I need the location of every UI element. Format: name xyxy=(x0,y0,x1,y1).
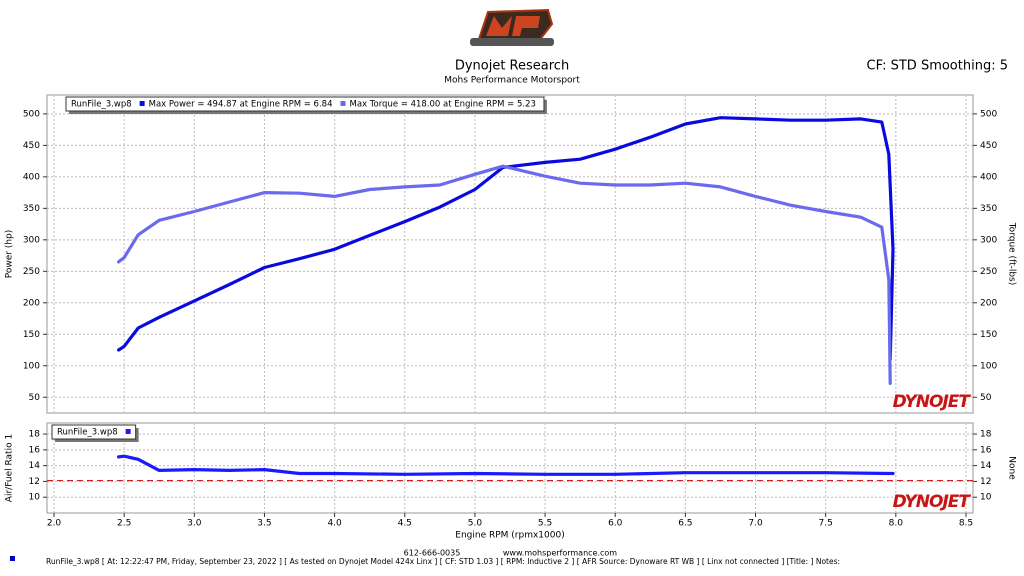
x-tick-label: 5.5 xyxy=(538,519,552,529)
x-tick-label: 8.5 xyxy=(959,519,973,529)
header-title: Dynojet Research xyxy=(455,59,569,74)
y2-tick-label: 500 xyxy=(980,109,997,119)
series-line xyxy=(117,164,892,385)
y2-tick-label: 450 xyxy=(980,141,997,151)
logo xyxy=(470,8,554,46)
x-tick-label: 6.0 xyxy=(608,519,623,529)
y2-tick-label: 50 xyxy=(980,393,992,403)
y-tick-label: 150 xyxy=(23,330,40,340)
x-tick-label: 7.0 xyxy=(748,519,763,529)
y2-tick-label: 350 xyxy=(980,204,997,214)
y-tick-label: 350 xyxy=(23,204,40,214)
x-tick-label: 5.0 xyxy=(468,519,483,529)
y2-tick-label: 18 xyxy=(980,430,992,440)
y-tick-label: 14 xyxy=(29,461,41,471)
y-tick-label: 18 xyxy=(29,430,41,440)
y-tick-label: 100 xyxy=(23,361,40,371)
x-axis-label: Engine RPM (rpmx1000) xyxy=(455,531,564,541)
y2-axis-label: None xyxy=(1007,456,1017,480)
legend: RunFile_3.wp8 Max Power = 494.87 at Engin… xyxy=(65,96,547,114)
y2-tick-label: 14 xyxy=(980,461,992,471)
footer-website: www.mohsperformance.com xyxy=(503,549,617,558)
y2-tick-label: 150 xyxy=(980,330,997,340)
plot-area xyxy=(46,422,974,514)
y-tick-label: 16 xyxy=(29,445,41,455)
legend-swatch xyxy=(125,429,131,434)
correction-info: CF: STD Smoothing: 5 xyxy=(867,59,1008,74)
y-axis-label: Air/Fuel Ratio 1 xyxy=(5,434,15,502)
y-tick-label: 50 xyxy=(29,393,41,403)
series-line xyxy=(117,454,895,476)
y2-tick-label: 16 xyxy=(980,445,992,455)
legend-swatch xyxy=(340,101,346,106)
watermark: DYNOJET xyxy=(893,392,972,412)
x-tick-label: 4.5 xyxy=(398,519,412,529)
y-tick-label: 400 xyxy=(23,172,40,182)
legend-label: Max Torque = 418.00 at Engine RPM = 5.23 xyxy=(349,100,535,110)
y-tick-label: 12 xyxy=(29,477,40,487)
legend-swatch xyxy=(139,101,145,106)
y2-axis-label: Torque (ft-lbs) xyxy=(1007,222,1017,286)
x-tick-label: 2.5 xyxy=(117,519,131,529)
x-tick-label: 7.5 xyxy=(819,519,833,529)
y-axis-label: Power (hp) xyxy=(5,230,15,279)
x-tick-label: 3.0 xyxy=(187,519,202,529)
y2-tick-label: 250 xyxy=(980,267,997,277)
y-tick-label: 10 xyxy=(29,493,41,503)
y-tick-label: 200 xyxy=(23,298,40,308)
y2-tick-label: 12 xyxy=(980,477,991,487)
y-tick-label: 500 xyxy=(23,109,40,119)
footer-marker xyxy=(10,556,15,561)
x-tick-label: 2.0 xyxy=(47,519,62,529)
legend-label: Max Power = 494.87 at Engine RPM = 6.84 xyxy=(149,100,333,110)
plot-area xyxy=(46,94,974,414)
y-tick-label: 300 xyxy=(23,235,40,245)
x-tick-label: 4.0 xyxy=(327,519,342,529)
x-tick-label: 8.0 xyxy=(889,519,904,529)
y-tick-label: 250 xyxy=(23,267,40,277)
watermark: DYNOJET xyxy=(893,492,972,512)
legend: RunFile_3.wp8 xyxy=(51,424,139,442)
series-line xyxy=(117,116,895,362)
legend-label: RunFile_3.wp8 xyxy=(57,428,118,438)
y2-tick-label: 400 xyxy=(980,172,997,182)
x-tick-label: 6.5 xyxy=(678,519,692,529)
x-tick-label: 3.5 xyxy=(257,519,271,529)
legend-box xyxy=(65,96,545,112)
y2-tick-label: 200 xyxy=(980,298,997,308)
y-tick-label: 450 xyxy=(23,141,40,151)
y2-tick-label: 10 xyxy=(980,493,992,503)
y2-tick-label: 300 xyxy=(980,235,997,245)
footer-info: RunFile_3.wp8 [ At: 12:22:47 PM, Friday,… xyxy=(46,557,840,566)
legend-title: RunFile_3.wp8 xyxy=(71,100,132,110)
legend-box xyxy=(51,424,137,440)
footer-phone: 612-666-0035 xyxy=(404,549,461,558)
header-subtitle: Mohs Performance Motorsport xyxy=(444,76,580,86)
y2-tick-label: 100 xyxy=(980,361,997,371)
